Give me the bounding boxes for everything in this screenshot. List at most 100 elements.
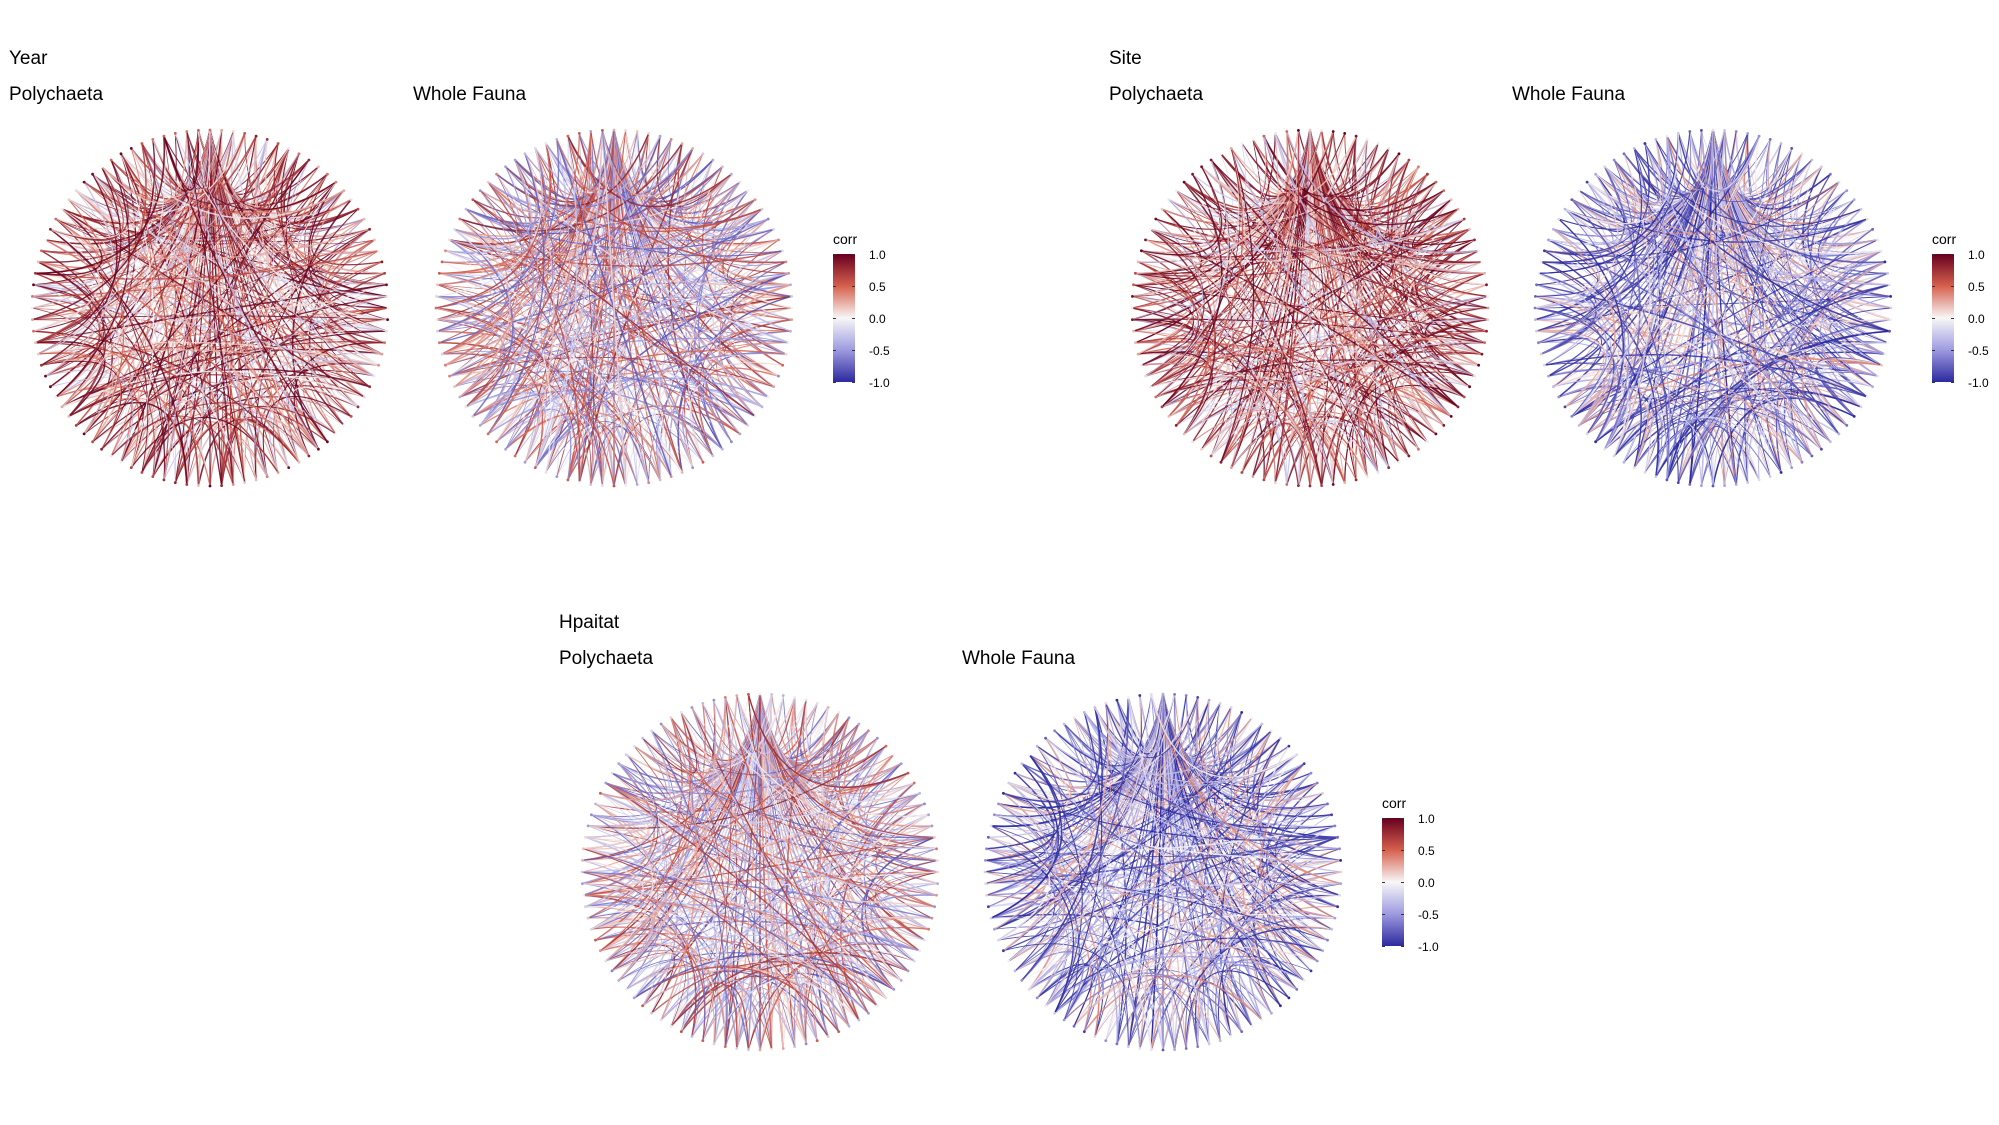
network-node — [1044, 736, 1047, 740]
correlation-edge — [605, 782, 878, 1007]
network-node — [317, 447, 320, 451]
correlation-edge — [818, 745, 887, 1037]
network-node — [434, 306, 438, 310]
network-node — [867, 1011, 870, 1015]
correlation-edge — [61, 131, 188, 408]
correlation-edge — [582, 763, 902, 861]
correlation-edge — [1552, 228, 1616, 426]
correlation-edge — [465, 131, 592, 408]
network-node — [923, 802, 926, 806]
correlation-edge — [1150, 694, 1341, 885]
network-node — [1130, 306, 1134, 310]
network-node — [1480, 352, 1484, 356]
correlation-edge — [1220, 148, 1255, 463]
network-node — [1196, 1045, 1200, 1048]
correlation-edge — [724, 697, 869, 1014]
correlation-edge — [1132, 143, 1247, 320]
correlation-edge — [1021, 762, 1305, 982]
correlation-edge — [545, 143, 694, 200]
network-node — [1417, 165, 1420, 169]
network-node — [1279, 736, 1282, 740]
correlation-edge — [1266, 772, 1323, 952]
correlation-edge — [601, 130, 763, 408]
network-node — [1442, 189, 1446, 192]
correlation-edge — [436, 319, 763, 408]
network-node — [44, 374, 47, 378]
correlation-edge — [163, 135, 337, 211]
correlation-edge — [1036, 963, 1089, 1021]
correlation-edge — [1535, 239, 1599, 297]
network-node — [1539, 352, 1543, 356]
colorbar-tick — [852, 318, 855, 319]
correlation-edge — [1135, 250, 1195, 280]
network-node — [581, 859, 584, 862]
network-node — [985, 893, 988, 897]
correlation-edge — [697, 342, 789, 457]
correlation-edge — [1391, 173, 1437, 435]
correlation-edge — [642, 712, 698, 775]
colorbar-tick — [1951, 350, 1954, 351]
correlation-edge — [1309, 129, 1368, 477]
correlation-edge — [702, 697, 732, 1041]
network-node — [1144, 374, 1147, 378]
correlation-edge — [487, 181, 769, 398]
network-node — [1570, 415, 1574, 418]
tick-label-1-0: 1.0 — [1968, 248, 1985, 262]
correlation-edge — [1127, 772, 1312, 1047]
network-node — [1326, 938, 1329, 942]
correlation-edge — [1553, 181, 1619, 244]
network-node — [789, 283, 792, 287]
correlation-edge — [1094, 695, 1142, 758]
correlation-edge — [736, 695, 796, 754]
network-node — [1326, 802, 1329, 806]
correlation-edge — [33, 284, 319, 450]
network-node — [770, 693, 773, 696]
correlation-edge — [1399, 166, 1487, 286]
panel-title-site-whole-fauna: Whole Fauna — [1512, 84, 1626, 105]
correlation-edge — [1073, 982, 1131, 1047]
correlation-edge — [1595, 173, 1671, 480]
correlation-edge — [691, 707, 818, 1041]
network-node — [254, 134, 258, 138]
correlation-edge — [545, 421, 584, 483]
correlation-edge — [50, 159, 129, 241]
network-node — [438, 271, 441, 275]
correlation-edge — [1535, 296, 1831, 443]
correlation-edge — [1230, 133, 1279, 468]
correlation-edge — [1297, 129, 1311, 189]
network-node — [129, 147, 133, 150]
network-node — [632, 744, 636, 748]
colorbar-tick — [1932, 318, 1935, 319]
network-node — [701, 702, 705, 705]
network-node — [1434, 432, 1438, 436]
correlation-edge — [1008, 782, 1129, 1047]
network-node — [1468, 227, 1471, 231]
correlation-edge — [724, 772, 909, 1047]
correlation-edge — [75, 190, 319, 450]
network-node — [1462, 217, 1466, 221]
correlation-edge — [1175, 190, 1475, 377]
network-node — [1062, 1018, 1066, 1022]
colorbar-tick — [833, 286, 836, 287]
correlation-edge — [601, 129, 615, 189]
correlation-edge — [1309, 129, 1485, 344]
correlation-edge — [1644, 131, 1692, 194]
network-node — [185, 483, 189, 486]
correlation-edge — [748, 987, 829, 1050]
network-node — [1287, 744, 1291, 748]
correlation-edge — [1161, 173, 1223, 408]
correlation-edge — [1666, 135, 1885, 264]
correlation-edge — [1175, 136, 1267, 215]
network-node — [1219, 152, 1223, 156]
correlation-edge — [585, 900, 645, 930]
network-node — [1285, 483, 1289, 486]
network-node — [577, 132, 581, 135]
network-node — [1229, 147, 1233, 150]
correlation-edge — [873, 871, 939, 952]
network-node — [1449, 198, 1453, 201]
network-node — [1757, 134, 1761, 138]
correlation-edge — [1135, 228, 1470, 277]
network-node — [1865, 217, 1869, 221]
correlation-edge — [454, 228, 552, 473]
network-node — [815, 702, 819, 705]
